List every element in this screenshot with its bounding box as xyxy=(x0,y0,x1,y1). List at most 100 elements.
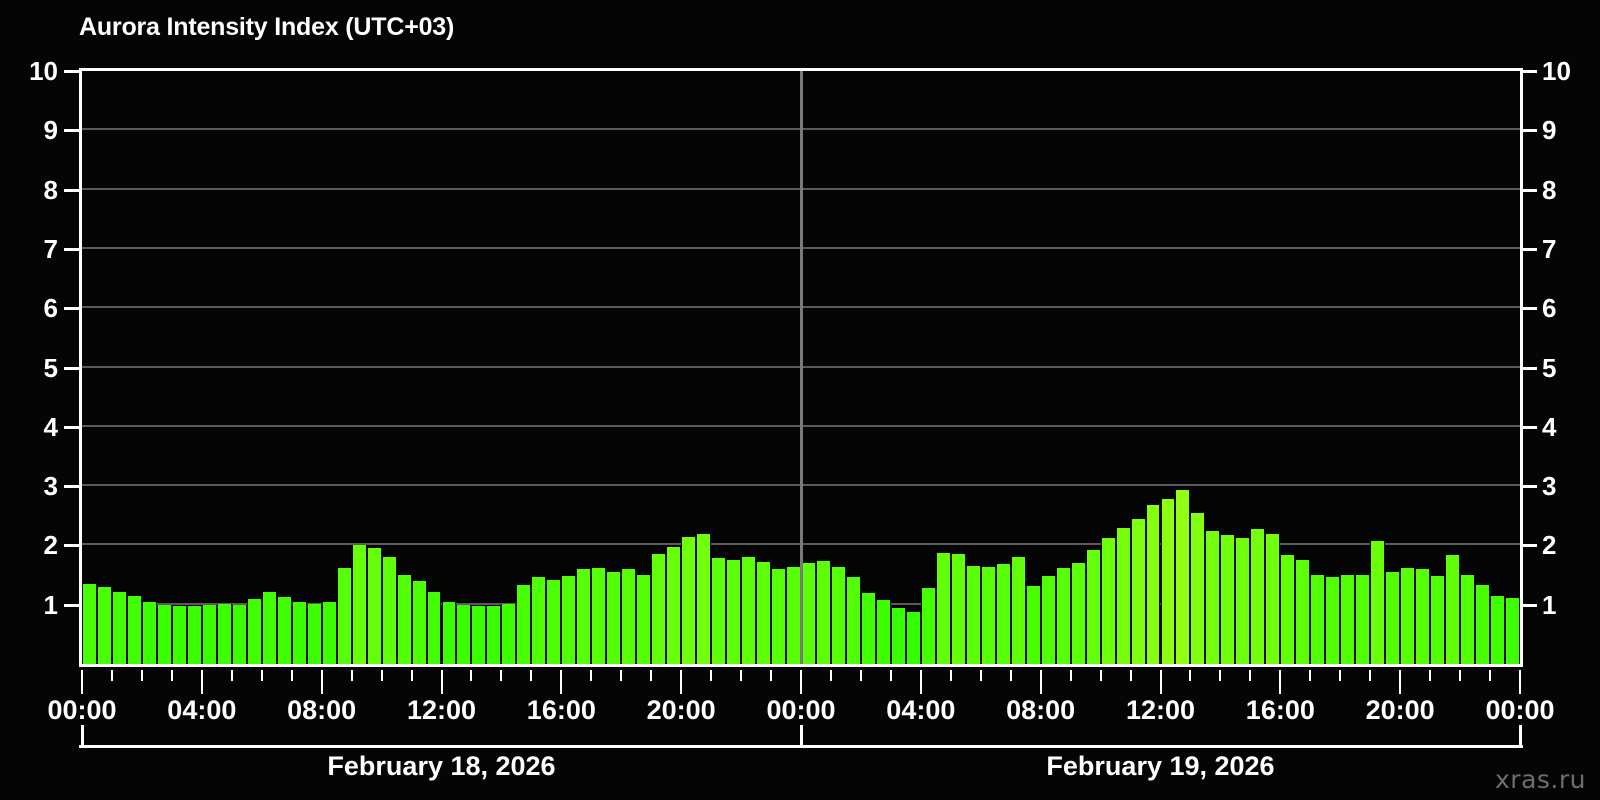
x-axis-tick-minor xyxy=(230,670,233,681)
x-axis-tick-minor xyxy=(110,670,113,681)
bar xyxy=(261,592,277,664)
day-band-tick xyxy=(800,725,803,748)
bar xyxy=(1130,518,1146,664)
y-axis-tick-left-10 xyxy=(64,70,80,73)
x-axis-tick-minor xyxy=(889,670,892,681)
bar xyxy=(621,569,637,664)
x-axis-tick-minor xyxy=(979,670,982,681)
x-axis-tick-minor xyxy=(1069,670,1072,681)
bar xyxy=(1040,576,1056,664)
y-axis-label-left-7: 7 xyxy=(43,233,58,264)
y-axis-label-left-8: 8 xyxy=(43,174,58,205)
y-axis-tick-right-2 xyxy=(1521,544,1537,548)
x-axis-tick-minor xyxy=(1099,670,1102,681)
bar xyxy=(801,563,816,664)
y-axis-tick-right-7 xyxy=(1521,247,1537,251)
x-axis-label: 12:00 xyxy=(406,695,477,725)
bar xyxy=(396,575,412,664)
bar xyxy=(1265,533,1281,664)
x-axis-label: 00:00 xyxy=(1485,695,1555,725)
bar xyxy=(756,562,772,664)
day-band-tick xyxy=(81,725,84,748)
x-axis-tick-minor xyxy=(410,670,413,681)
bar xyxy=(486,605,502,664)
bar xyxy=(156,604,172,664)
x-axis-tick-minor xyxy=(770,670,773,681)
x-axis-tick-minor xyxy=(949,670,952,681)
bar xyxy=(1280,554,1296,664)
x-axis-tick-major xyxy=(320,670,323,694)
bar xyxy=(935,552,951,664)
y-axis-label-right-5: 5 xyxy=(1542,352,1557,383)
bar xyxy=(741,557,757,664)
y-axis-label-right-4: 4 xyxy=(1542,411,1557,442)
x-axis-tick-minor xyxy=(1189,670,1192,681)
bar xyxy=(1310,575,1326,664)
y-axis-label-right-10: 10 xyxy=(1542,56,1571,86)
bar xyxy=(1205,530,1221,664)
y-axis-label-right-3: 3 xyxy=(1542,471,1557,502)
plot-inner xyxy=(82,71,1520,664)
day-label: February 18, 2026 xyxy=(327,751,556,781)
bar xyxy=(681,536,697,664)
x-axis-tick-major xyxy=(1399,670,1402,694)
x-axis-tick-major xyxy=(560,670,563,694)
bar xyxy=(965,566,981,664)
bar xyxy=(291,601,307,664)
bar xyxy=(1085,550,1101,664)
bar xyxy=(186,605,202,664)
x-axis-tick-minor xyxy=(710,670,713,681)
bar xyxy=(1400,567,1416,664)
bar xyxy=(860,592,876,664)
x-axis-label: 04:00 xyxy=(167,695,237,725)
x-axis-tick-major xyxy=(200,670,203,694)
y-axis-label-right-2: 2 xyxy=(1542,530,1557,561)
x-axis-tick-minor xyxy=(1489,670,1492,681)
bar xyxy=(591,567,607,664)
x-axis-label: 20:00 xyxy=(1365,695,1435,725)
x-axis-label: 04:00 xyxy=(886,695,956,725)
x-axis-tick-minor xyxy=(620,670,623,681)
y-axis-tick-right-4 xyxy=(1521,425,1537,429)
bar xyxy=(1340,575,1356,664)
bar xyxy=(96,586,112,664)
x-axis-tick-minor xyxy=(1129,670,1132,681)
bar xyxy=(216,603,232,664)
bar xyxy=(1505,597,1520,664)
y-axis-tick-right-5 xyxy=(1521,366,1537,370)
x-axis-tick-minor xyxy=(1429,670,1432,681)
bar xyxy=(516,585,532,664)
bar xyxy=(231,604,247,664)
bar xyxy=(111,591,127,664)
bar xyxy=(306,603,322,664)
x-axis-tick-minor xyxy=(170,670,173,681)
bar xyxy=(246,598,262,664)
y-axis-tick-left-1 xyxy=(64,603,80,607)
bar xyxy=(1430,576,1446,664)
x-axis-tick-minor xyxy=(1459,670,1462,681)
bar xyxy=(711,558,727,664)
bar xyxy=(1460,575,1476,664)
bar xyxy=(875,599,891,664)
bar xyxy=(82,583,97,664)
bar xyxy=(1235,538,1251,664)
bar xyxy=(651,554,667,664)
x-axis-tick-minor xyxy=(380,670,383,681)
x-axis-label: 16:00 xyxy=(526,695,596,725)
bar xyxy=(276,597,292,664)
bar xyxy=(171,606,187,664)
y-axis-label-left-4: 4 xyxy=(43,411,58,442)
y-axis-label-left-6: 6 xyxy=(43,293,58,324)
bar xyxy=(141,601,157,664)
chart-title: Aurora Intensity Index (UTC+03) xyxy=(79,13,455,41)
bar xyxy=(321,601,337,664)
x-axis-tick-minor xyxy=(1369,670,1372,681)
x-axis-label: 08:00 xyxy=(287,695,357,725)
x-axis-tick-minor xyxy=(290,670,293,681)
x-axis-tick-minor xyxy=(500,670,503,681)
x-axis-tick-minor xyxy=(590,670,593,681)
bar xyxy=(336,567,352,664)
x-axis-label: 00:00 xyxy=(766,695,836,725)
y-axis-tick-right-9 xyxy=(1521,129,1537,133)
day-label: February 19, 2026 xyxy=(1046,751,1275,781)
